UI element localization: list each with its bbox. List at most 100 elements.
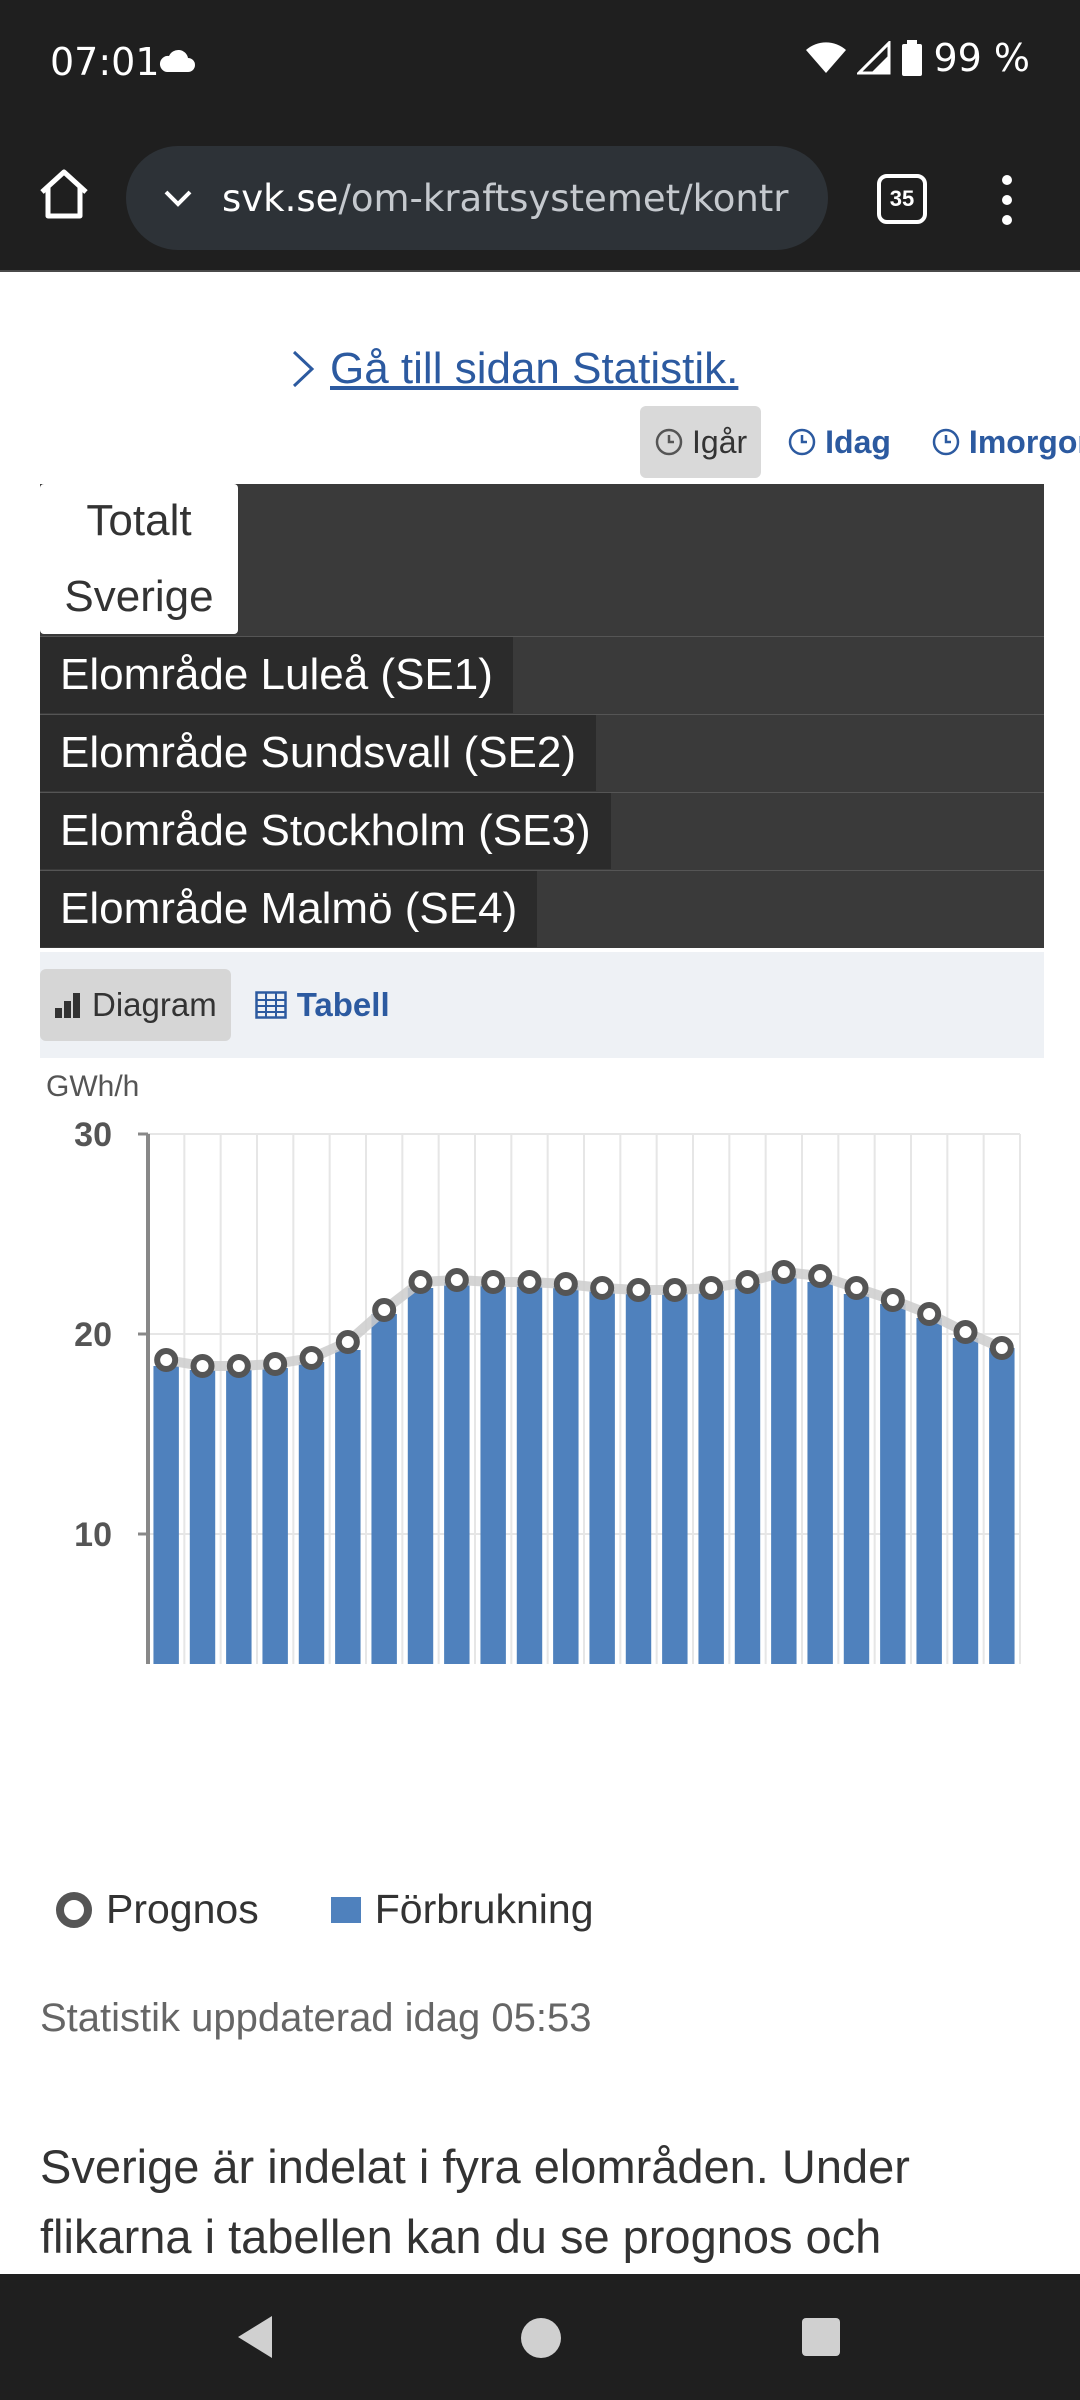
bar-forbrukning	[298, 1362, 325, 1734]
bar-forbrukning	[625, 1292, 652, 1734]
point-prognos	[953, 1320, 978, 1344]
point-prognos	[917, 1302, 942, 1326]
legend-item-forbrukning[interactable]: Förbrukning	[330, 1886, 594, 1933]
bar-forbrukning	[880, 1304, 906, 1734]
back-icon[interactable]	[234, 2314, 274, 2360]
tab-totalt-sverige[interactable]: Totalt Sverige	[40, 484, 238, 634]
chart-legend: Prognos Förbrukning	[56, 1886, 666, 1933]
bar-forbrukning	[589, 1290, 615, 1734]
point-prognos	[444, 1268, 469, 1292]
point-prognos	[662, 1278, 687, 1302]
legend-marker-icon	[56, 1891, 92, 1928]
bar-forbrukning	[916, 1318, 942, 1734]
home-icon[interactable]	[36, 166, 92, 222]
goto-statistik-label: Gå till sidan Statistik.	[330, 344, 739, 393]
intro-paragraph: Sverige är indelat i fyra elområden. Und…	[40, 2140, 910, 2263]
bar-forbrukning	[189, 1370, 216, 1734]
bar-forbrukning	[807, 1282, 833, 1734]
point-prognos	[808, 1264, 833, 1288]
bar-forbrukning	[734, 1284, 761, 1734]
status-time: 07:01	[50, 40, 160, 84]
tab-label: Tabell	[296, 986, 390, 1023]
tab-se4[interactable]: Elområde Malmö (SE4)	[40, 871, 538, 947]
area-label-line2: Sverige	[64, 572, 214, 621]
battery-icon	[902, 40, 923, 76]
area-row: Elområde Malmö (SE4)	[40, 870, 1044, 948]
view-tabs: Diagram Tabell	[40, 952, 1044, 1058]
point-prognos	[771, 1260, 796, 1284]
tab-se3[interactable]: Elområde Stockholm (SE3)	[40, 793, 611, 869]
home-nav-icon[interactable]	[521, 2318, 561, 2358]
point-prognos	[880, 1288, 905, 1312]
bar-forbrukning	[226, 1370, 252, 1734]
day-tabs: Igår Idag Imorgon	[640, 406, 1080, 478]
tab-igar[interactable]: Igår	[640, 406, 762, 478]
recents-icon[interactable]	[802, 2318, 840, 2356]
consumption-chart: GWh/h010203000-0105-0610-1115-1620-21	[0, 1064, 1080, 1796]
bar-forbrukning	[662, 1292, 688, 1734]
legend-square-icon	[330, 1896, 361, 1923]
point-prognos	[989, 1336, 1014, 1360]
legend-label: Prognos	[106, 1886, 259, 1932]
bar-forbrukning	[407, 1288, 434, 1734]
point-prognos	[517, 1270, 542, 1294]
tab-diagram[interactable]: Diagram	[40, 969, 231, 1041]
tab-switcher-button[interactable]: 35	[877, 174, 927, 224]
updated-timestamp: Statistik uppdaterad idag 05:53	[40, 1996, 592, 2040]
point-prognos	[735, 1270, 760, 1294]
tab-tabell[interactable]: Tabell	[241, 969, 404, 1041]
point-prognos	[190, 1354, 215, 1378]
clock-icon	[788, 428, 816, 456]
point-prognos	[335, 1330, 360, 1354]
system-nav-bar	[0, 2274, 1080, 2400]
tab-label: Idag	[825, 423, 891, 460]
point-prognos	[154, 1348, 179, 1372]
bar-forbrukning	[516, 1284, 543, 1734]
bar-forbrukning	[371, 1314, 397, 1734]
point-prognos	[481, 1270, 506, 1294]
bar-chart-icon	[55, 993, 80, 1018]
tab-label: Imorgon	[968, 423, 1080, 460]
y-axis-unit-label: GWh/h	[46, 1070, 139, 1103]
page-content: Gå till sidan Statistik. Igår Idag Imorg…	[0, 274, 1080, 2274]
bar-forbrukning	[698, 1290, 724, 1734]
area-tabs: Totalt Sverige Elområde Luleå (SE1) Elom…	[40, 484, 1044, 948]
tab-se2[interactable]: Elområde Sundsvall (SE2)	[40, 715, 597, 791]
legend-label: Förbrukning	[374, 1886, 594, 1932]
bar-forbrukning	[262, 1368, 288, 1734]
chart-svg: GWh/h010203000-0105-0610-1115-1620-21	[46, 1070, 1022, 1796]
tab-imorgon[interactable]: Imorgon	[917, 406, 1080, 478]
point-prognos	[626, 1278, 651, 1302]
status-bar: 07:01 99 %	[0, 0, 1080, 126]
clock-icon	[655, 428, 683, 456]
point-prognos	[590, 1276, 615, 1300]
area-row: Elområde Luleå (SE1)	[40, 636, 1044, 714]
more-menu-icon[interactable]	[990, 170, 1024, 230]
area-row: Elområde Sundsvall (SE2)	[40, 714, 1044, 792]
goto-statistik-link[interactable]: Gå till sidan Statistik.	[290, 344, 738, 394]
legend-item-prognos[interactable]: Prognos	[56, 1886, 259, 1933]
point-prognos	[263, 1352, 288, 1376]
tab-se1[interactable]: Elområde Luleå (SE1)	[40, 637, 513, 713]
cloud-icon	[159, 49, 195, 72]
point-prognos	[372, 1298, 397, 1322]
bar-forbrukning	[480, 1284, 506, 1734]
url-bar[interactable]: svk.se/om-kraftsystemet/kontr	[126, 146, 828, 250]
area-row: Elområde Stockholm (SE3)	[40, 792, 1044, 870]
y-tick-label: 10	[74, 1516, 112, 1554]
url-text[interactable]: svk.se/om-kraftsystemet/kontr	[222, 177, 789, 220]
bar-forbrukning	[771, 1274, 797, 1734]
point-prognos	[299, 1346, 324, 1370]
bar-forbrukning	[153, 1366, 179, 1734]
bar-forbrukning	[335, 1350, 361, 1734]
tab-idag[interactable]: Idag	[773, 406, 905, 478]
signal-icon	[857, 41, 891, 75]
y-tick-label: 30	[74, 1116, 112, 1154]
chevron-down-icon[interactable]	[160, 180, 196, 216]
bar-forbrukning	[444, 1282, 470, 1734]
bar-forbrukning	[553, 1286, 579, 1734]
table-icon	[254, 991, 287, 1019]
bar-forbrukning	[989, 1348, 1015, 1734]
browser-toolbar: svk.se/om-kraftsystemet/kontr 35	[0, 126, 1080, 272]
url-host: svk.se	[222, 176, 339, 220]
